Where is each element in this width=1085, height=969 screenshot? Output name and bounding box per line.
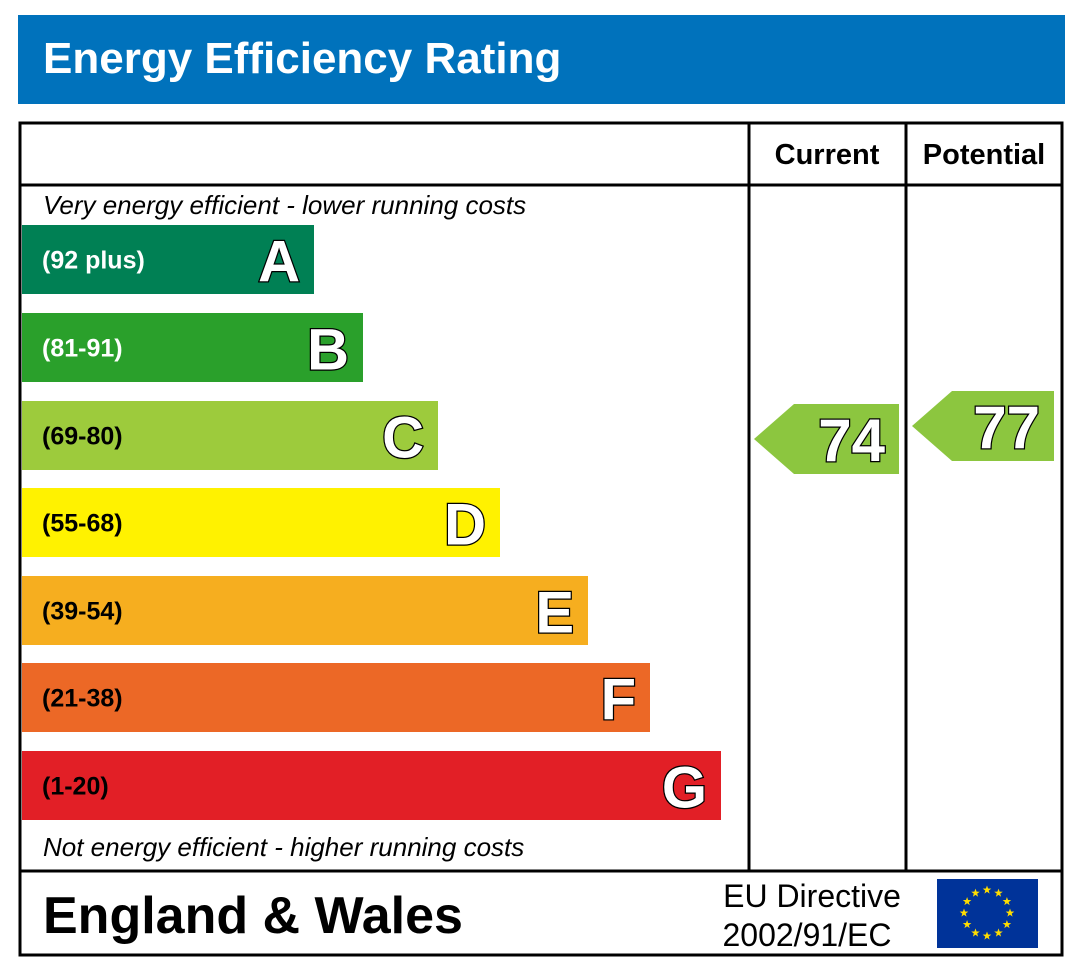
eu-star: [971, 888, 980, 897]
band-letter: F: [601, 668, 636, 733]
eu-star: [1002, 897, 1012, 906]
band-range: (69-80): [42, 423, 123, 451]
eu-star: [1002, 920, 1012, 929]
eu-star: [1005, 908, 1015, 917]
eu-star: [971, 928, 980, 937]
band-bar: [22, 225, 314, 294]
band-letter: E: [535, 581, 574, 646]
band-bar: [22, 663, 650, 732]
directive: 2002/91/EC: [722, 917, 891, 953]
top-note: Very energy efficient - lower running co…: [43, 190, 526, 220]
band-bar: [22, 401, 438, 470]
column-header: Current: [775, 139, 880, 171]
header-title: Energy Efficiency Rating: [43, 34, 561, 83]
frame: [18, 121, 1064, 957]
rating-arrow: [754, 404, 899, 474]
region: England & Wales: [43, 887, 463, 945]
band-range: (92 plus): [42, 247, 145, 275]
eu-star: [994, 888, 1003, 897]
band-range: (39-54): [42, 598, 123, 626]
rating-arrow: [912, 391, 1054, 461]
rating-value: 74: [818, 407, 885, 474]
band-letter: G: [662, 756, 707, 821]
band-letter: A: [258, 230, 300, 295]
eu-star: [959, 908, 969, 917]
band-letter: D: [444, 493, 486, 558]
band-bar: [22, 751, 721, 820]
rating-value: 77: [973, 394, 1040, 461]
band-bar: [22, 488, 500, 557]
band-range: (1-20): [42, 773, 109, 801]
bottom-note: Not energy efficient - higher running co…: [43, 832, 524, 862]
band-bar: [22, 576, 588, 645]
band-letter: C: [382, 406, 424, 471]
eu-star: [982, 885, 992, 894]
band-range: (55-68): [42, 510, 123, 538]
band-letter: B: [307, 318, 349, 383]
eu-star: [962, 920, 972, 929]
band-range: (21-38): [42, 685, 123, 713]
eu-star: [994, 928, 1003, 937]
band-range: (81-91): [42, 335, 123, 363]
header-bar: [18, 15, 1065, 104]
eu-stars: [959, 885, 1015, 940]
eu-star: [982, 931, 992, 940]
directive: EU Directive: [723, 878, 901, 914]
band-bar: [22, 313, 363, 382]
column-header: Potential: [923, 139, 1045, 171]
eu-star: [962, 897, 972, 906]
